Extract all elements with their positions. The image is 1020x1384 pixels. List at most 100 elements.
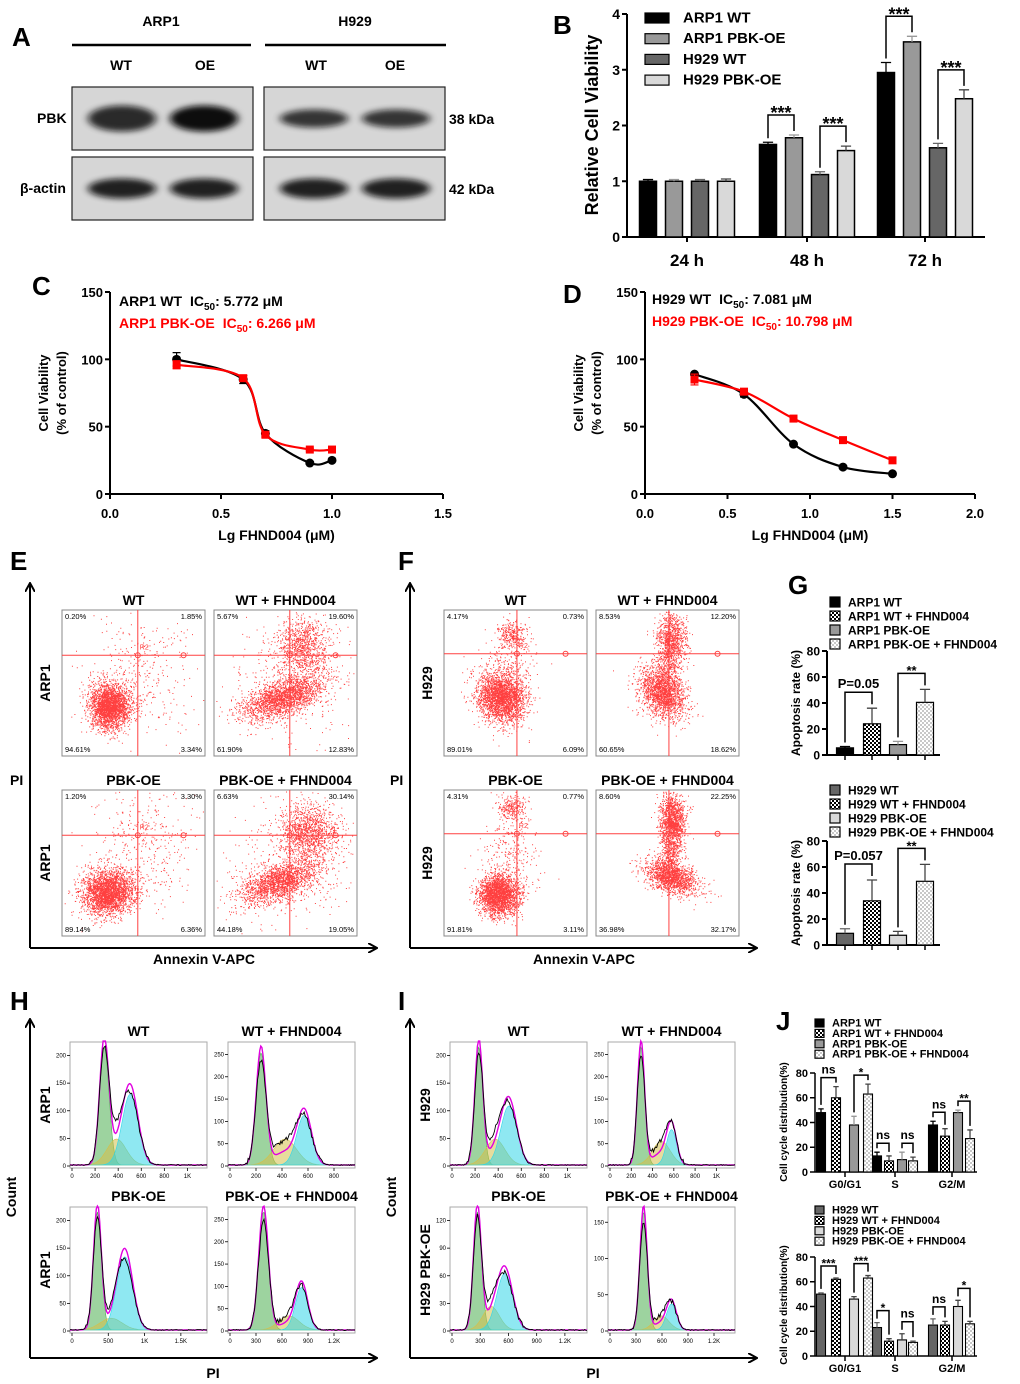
panel-letter-F: F xyxy=(398,546,414,576)
legend-swatch xyxy=(814,1049,825,1059)
ic50-legend-entry: H929 WT IC50: 7.081 μM xyxy=(652,291,812,311)
y-tick-label: 120 xyxy=(436,1219,447,1225)
data-point xyxy=(261,430,270,439)
gate-handle xyxy=(513,830,520,837)
data-point xyxy=(838,462,848,472)
y-tick-label: 50 xyxy=(217,1142,224,1148)
significance-bracket xyxy=(937,69,965,140)
y-tick-label: 0 xyxy=(63,1164,67,1170)
y-tick-label: 100 xyxy=(594,1119,605,1125)
y-tick-label: 40 xyxy=(807,696,821,710)
plot-title: WT + FHND004 xyxy=(622,1023,722,1039)
y-tick-label: 100 xyxy=(594,1257,605,1263)
gate-label: R2 xyxy=(671,643,680,650)
gate-handle xyxy=(180,652,187,659)
y-tick-label: 3 xyxy=(612,62,620,78)
significance-label: *** xyxy=(770,103,791,123)
y-tick-label: 100 xyxy=(56,1274,67,1280)
significance-label: P=0.057 xyxy=(834,848,883,863)
y-tick-label: 50 xyxy=(597,1142,604,1148)
plot-title: PBK-OE + FHND004 xyxy=(601,772,734,788)
y-axis-label: Count xyxy=(383,1176,399,1217)
y-tick-label: 80 xyxy=(807,644,821,658)
y-tick-label: 200 xyxy=(56,1219,67,1225)
legend-label: ARP1 WT xyxy=(848,596,903,610)
x-tick-label: 1.5 xyxy=(434,506,452,521)
error-bar xyxy=(720,178,732,182)
error-bar xyxy=(919,688,931,703)
legend-swatch xyxy=(644,12,670,24)
y-tick-label: 50 xyxy=(597,1293,604,1299)
legend-swatch xyxy=(644,33,670,45)
significance-label: *** xyxy=(821,1256,835,1270)
histogram-frame xyxy=(227,1206,356,1334)
bar xyxy=(862,1277,874,1357)
blot-cell-line-label: H929 xyxy=(338,13,372,29)
quadrant-lr-percent: 12.83% xyxy=(329,745,355,754)
y-tick-label: 80 xyxy=(796,1068,808,1080)
bar xyxy=(952,1112,964,1173)
x-axis-label: PI xyxy=(206,1365,219,1381)
error-bar xyxy=(906,35,918,42)
significance-bracket xyxy=(767,114,795,139)
bar xyxy=(883,1340,895,1357)
y-tick-label: 200 xyxy=(436,1054,447,1060)
error-bar xyxy=(910,1156,916,1161)
error-bar xyxy=(919,863,931,882)
error-bar xyxy=(942,1320,948,1326)
significance-label: ns xyxy=(932,1292,946,1306)
panel-letter-B: B xyxy=(553,10,572,40)
y-axis-label: PI xyxy=(10,772,23,788)
y-tick-label: 200 xyxy=(214,1075,225,1081)
ic50-subscript: 50 xyxy=(766,322,778,333)
y-tick-label: 0 xyxy=(443,1329,447,1335)
error-bar xyxy=(818,1292,824,1295)
scatter-points xyxy=(216,612,355,752)
legend-swatch xyxy=(829,624,841,636)
significance-bracket xyxy=(932,1111,946,1125)
error-bar xyxy=(899,1151,905,1160)
y-tick-label: 150 xyxy=(594,1097,605,1103)
error-bar xyxy=(967,1320,973,1324)
ic50-subscript: 50 xyxy=(237,324,249,335)
quadrant-ll-percent: 36.98% xyxy=(599,925,625,934)
x-tick-label: 300 xyxy=(251,1339,262,1345)
error-bar xyxy=(788,134,800,138)
bar xyxy=(896,1159,908,1173)
gate-handle xyxy=(286,832,293,839)
y-tick-label: 60 xyxy=(796,1093,808,1105)
y-tick-label: 50 xyxy=(59,1136,66,1142)
x-tick-label: 1.0 xyxy=(323,506,341,521)
y-axis-label: (% of control) xyxy=(589,351,604,435)
legend-swatch xyxy=(829,610,841,622)
y-tick-label: 40 xyxy=(796,1301,808,1313)
plot-title: WT xyxy=(128,1023,150,1039)
x-tick-label: 200 xyxy=(251,1174,262,1180)
data-histogram-line xyxy=(449,1213,588,1331)
legend-swatch xyxy=(814,1215,825,1226)
scatter-points xyxy=(629,791,722,911)
x-tick-label: 400 xyxy=(648,1174,659,1180)
error-bar xyxy=(839,928,851,934)
gate-handle xyxy=(513,650,520,657)
error-bar xyxy=(762,141,774,145)
error-bar xyxy=(866,707,878,724)
y-tick-label: 50 xyxy=(439,1136,446,1142)
legend-swatch xyxy=(829,812,841,824)
ic50-subscript: 50 xyxy=(204,302,216,313)
x-tick-label: 0 xyxy=(70,1339,74,1345)
error-bar xyxy=(865,1083,871,1095)
error-bar xyxy=(840,145,852,151)
y-tick-label: 1 xyxy=(612,173,620,189)
x-tick-label: G0/G1 xyxy=(829,1179,861,1191)
x-tick-label: 500 xyxy=(103,1339,114,1345)
significance-bracket xyxy=(844,691,873,743)
x-axis-label: PI xyxy=(586,1365,599,1381)
legend-swatch xyxy=(814,1205,825,1215)
y-tick-label: 100 xyxy=(616,352,638,367)
blot-lane-label: WT xyxy=(305,57,327,73)
bar xyxy=(835,747,855,756)
legend-label: H929 PBK-OE + FHND004 xyxy=(832,1236,966,1248)
x-tick-label: 300 xyxy=(631,1339,642,1345)
